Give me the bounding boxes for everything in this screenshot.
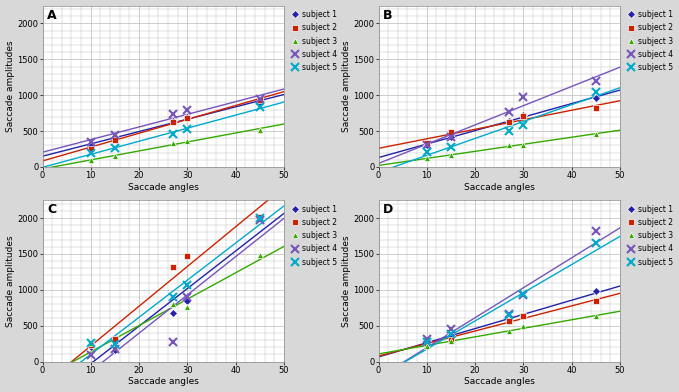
Text: A: A [48, 9, 57, 22]
Legend: subject 1, subject 2, subject 3, subject 4, subject 5: subject 1, subject 2, subject 3, subject… [626, 204, 674, 267]
Y-axis label: Saccade amplitudes: Saccade amplitudes [342, 235, 350, 327]
X-axis label: Saccade angles: Saccade angles [464, 183, 534, 192]
Text: B: B [384, 9, 393, 22]
Text: C: C [48, 203, 56, 216]
Legend: subject 1, subject 2, subject 3, subject 4, subject 5: subject 1, subject 2, subject 3, subject… [290, 204, 337, 267]
Y-axis label: Saccade amplitudes: Saccade amplitudes [5, 235, 14, 327]
Y-axis label: Saccade amplitudes: Saccade amplitudes [5, 40, 14, 132]
X-axis label: Saccade angles: Saccade angles [464, 377, 534, 387]
Legend: subject 1, subject 2, subject 3, subject 4, subject 5: subject 1, subject 2, subject 3, subject… [626, 9, 674, 73]
Legend: subject 1, subject 2, subject 3, subject 4, subject 5: subject 1, subject 2, subject 3, subject… [290, 9, 337, 73]
Text: D: D [384, 203, 394, 216]
X-axis label: Saccade angles: Saccade angles [128, 377, 199, 387]
Y-axis label: Saccade amplitudes: Saccade amplitudes [342, 40, 350, 132]
X-axis label: Saccade angles: Saccade angles [128, 183, 199, 192]
